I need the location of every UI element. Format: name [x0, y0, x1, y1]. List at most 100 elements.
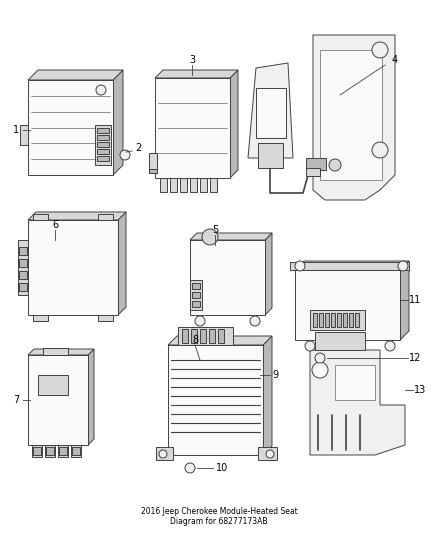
- Polygon shape: [98, 214, 113, 220]
- Polygon shape: [192, 292, 200, 298]
- Polygon shape: [28, 349, 94, 355]
- Text: 1: 1: [13, 125, 19, 135]
- Polygon shape: [71, 445, 81, 457]
- Polygon shape: [20, 125, 28, 145]
- Polygon shape: [343, 313, 347, 327]
- Circle shape: [312, 362, 328, 378]
- Text: 5: 5: [212, 225, 218, 235]
- Polygon shape: [313, 313, 317, 327]
- Polygon shape: [28, 355, 88, 445]
- Polygon shape: [43, 348, 68, 355]
- Polygon shape: [190, 178, 197, 192]
- Polygon shape: [400, 261, 409, 340]
- Polygon shape: [19, 247, 27, 255]
- Circle shape: [185, 463, 195, 473]
- Polygon shape: [182, 329, 188, 343]
- Circle shape: [398, 261, 408, 271]
- Circle shape: [202, 229, 218, 245]
- Polygon shape: [19, 271, 27, 279]
- Polygon shape: [349, 313, 353, 327]
- Text: 2: 2: [135, 143, 141, 153]
- Polygon shape: [191, 329, 197, 343]
- Circle shape: [96, 85, 106, 95]
- Text: 6: 6: [52, 220, 58, 230]
- Polygon shape: [315, 332, 365, 350]
- Polygon shape: [160, 178, 167, 192]
- Polygon shape: [33, 214, 48, 220]
- Polygon shape: [263, 336, 272, 455]
- Circle shape: [329, 159, 341, 171]
- Text: Diagram for 68277173AB: Diagram for 68277173AB: [170, 516, 268, 526]
- Polygon shape: [33, 315, 48, 321]
- Polygon shape: [95, 125, 111, 165]
- Polygon shape: [248, 63, 293, 158]
- Circle shape: [195, 316, 205, 326]
- Polygon shape: [319, 313, 323, 327]
- Polygon shape: [38, 375, 68, 395]
- Polygon shape: [45, 445, 55, 457]
- Circle shape: [250, 316, 260, 326]
- Polygon shape: [58, 445, 68, 457]
- Polygon shape: [97, 142, 109, 147]
- Circle shape: [372, 142, 388, 158]
- Polygon shape: [28, 212, 126, 220]
- Polygon shape: [256, 88, 286, 138]
- Circle shape: [305, 341, 315, 351]
- Polygon shape: [97, 149, 109, 154]
- Polygon shape: [72, 447, 80, 455]
- Polygon shape: [209, 329, 215, 343]
- Circle shape: [295, 261, 305, 271]
- Polygon shape: [290, 262, 409, 270]
- Polygon shape: [113, 70, 123, 175]
- Text: 9: 9: [272, 370, 278, 380]
- Polygon shape: [46, 447, 54, 455]
- Polygon shape: [118, 212, 126, 315]
- Polygon shape: [28, 220, 118, 315]
- Polygon shape: [98, 315, 113, 321]
- Polygon shape: [192, 283, 200, 289]
- Polygon shape: [295, 270, 400, 340]
- Polygon shape: [149, 169, 157, 173]
- Polygon shape: [306, 168, 320, 176]
- Polygon shape: [28, 70, 123, 80]
- Polygon shape: [310, 350, 405, 455]
- Polygon shape: [218, 329, 224, 343]
- Polygon shape: [180, 178, 187, 192]
- Polygon shape: [149, 153, 157, 173]
- Polygon shape: [320, 50, 382, 180]
- Polygon shape: [190, 240, 265, 315]
- Polygon shape: [295, 261, 409, 270]
- Polygon shape: [170, 178, 177, 192]
- Polygon shape: [18, 240, 28, 295]
- Text: 4: 4: [392, 55, 398, 65]
- Text: 10: 10: [216, 463, 228, 473]
- Polygon shape: [210, 178, 217, 192]
- Polygon shape: [355, 313, 359, 327]
- Polygon shape: [200, 329, 206, 343]
- Polygon shape: [88, 349, 94, 445]
- Polygon shape: [168, 336, 272, 345]
- Polygon shape: [230, 70, 238, 178]
- Polygon shape: [313, 35, 395, 200]
- Polygon shape: [192, 301, 200, 307]
- Text: 2016 Jeep Cherokee Module-Heated Seat: 2016 Jeep Cherokee Module-Heated Seat: [141, 506, 297, 515]
- Polygon shape: [168, 345, 263, 455]
- Circle shape: [315, 353, 325, 363]
- Polygon shape: [33, 447, 41, 455]
- Polygon shape: [178, 327, 233, 345]
- Polygon shape: [190, 233, 272, 240]
- Text: 12: 12: [409, 353, 421, 363]
- Polygon shape: [97, 156, 109, 161]
- Circle shape: [372, 42, 388, 58]
- Polygon shape: [325, 313, 329, 327]
- Polygon shape: [59, 447, 67, 455]
- Polygon shape: [335, 365, 375, 400]
- Text: 11: 11: [409, 295, 421, 305]
- Polygon shape: [310, 310, 365, 330]
- Polygon shape: [19, 259, 27, 267]
- Circle shape: [385, 341, 395, 351]
- Circle shape: [159, 450, 167, 458]
- Text: 3: 3: [189, 55, 195, 65]
- Polygon shape: [265, 233, 272, 315]
- Text: 13: 13: [414, 385, 426, 395]
